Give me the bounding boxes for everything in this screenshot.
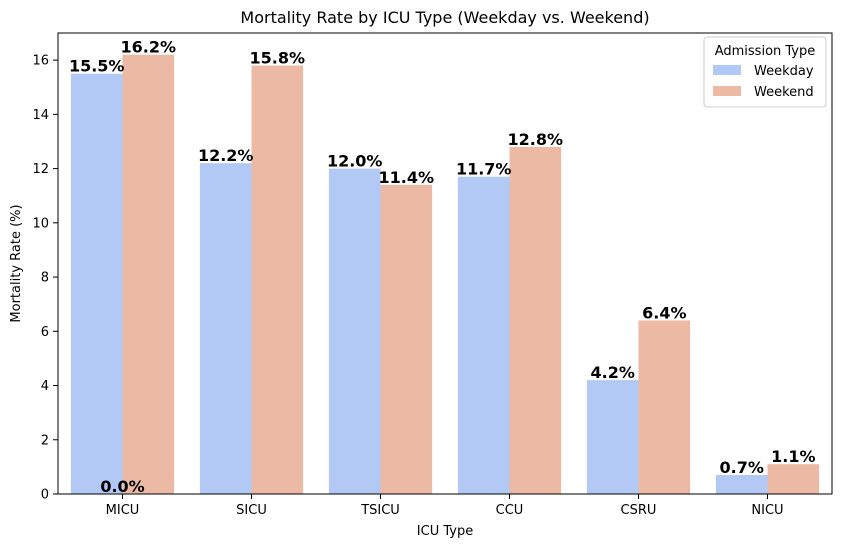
data-label-weekend-nicu: 1.1% [771,447,815,466]
bar-weekday-csru [586,380,639,494]
data-label-weekend-csru: 6.4% [642,303,686,322]
y-tick-label: 8 [41,271,49,286]
data-label-weekday-tsicu: 12.0% [327,152,383,171]
bar-weekend-sicu [251,65,304,495]
data-label-weekday-csru: 4.2% [591,363,635,382]
legend-swatch-weekday [713,65,741,75]
bar-weekday-sicu [199,163,252,494]
bars-group [70,54,820,495]
bar-weekday-micu [70,73,123,495]
y-tick-label: 6 [41,325,49,340]
data-label-weekday-nicu: 0.7% [720,458,764,477]
plot-border [57,32,833,495]
x-tick-label: MICU [106,503,140,518]
data-label-weekday-sicu: 12.2% [198,146,254,165]
data-label-weekend-micu: 16.2% [121,38,177,57]
y-tick-label: 0 [41,488,49,503]
bar-weekend-micu [122,54,175,494]
x-axis-label: ICU Type [417,524,473,539]
data-labels-group: 15.5%16.2% 12.2% 15.8% 12.0%11.4% 11.7% 12.8%… [69,38,816,496]
data-label-weekend-sicu: 15.8% [250,49,306,68]
x-tick-label: CCU [496,503,524,518]
x-tick-label: SICU [236,503,267,518]
data-label-weekday-ccu: 11.7% [456,160,512,179]
legend-title: Admission Type [715,44,816,59]
bar-weekday-nicu [715,475,768,494]
y-tick-label: 2 [41,433,49,448]
bar-weekday-tsicu [328,168,381,494]
bar-weekend-tsicu [380,184,433,494]
bar-weekend-ccu [509,146,562,495]
data-label-weekend-tsicu: 11.4% [379,168,435,187]
y-tick-label: 16 [32,54,49,69]
axes-frame [57,32,833,495]
bar-weekend-csru [638,320,691,494]
y-axis-label: Mortality Rate (%) [9,204,24,322]
y-tick-label: 4 [41,379,49,394]
data-label-extra-micu: 0.0% [100,477,144,496]
x-tick-label: NICU [751,503,783,518]
chart-title: Mortality Rate by ICU Type (Weekday vs. … [240,8,649,27]
y-tick-label: 14 [32,108,49,123]
y-tick-label: 10 [32,216,49,231]
data-label-weekend-ccu: 12.8% [508,130,564,149]
y-axis-ticks: 0 2 4 6 8 10 12 14 16 [32,54,58,503]
x-tick-label: CSRU [621,503,657,518]
legend-label-weekday: Weekday [754,64,814,79]
y-tick-label: 12 [32,162,49,177]
x-tick-label: TSICU [360,503,400,518]
legend-label-weekend: Weekend [754,85,814,100]
bar-weekend-nicu [767,464,820,494]
bar-weekday-ccu [457,176,510,495]
x-axis-ticks: MICU SICU TSICU CCU CSRU NICU [106,494,784,518]
data-label-weekday-micu: 15.5% [69,57,125,76]
legend-swatch-weekend [713,86,741,96]
